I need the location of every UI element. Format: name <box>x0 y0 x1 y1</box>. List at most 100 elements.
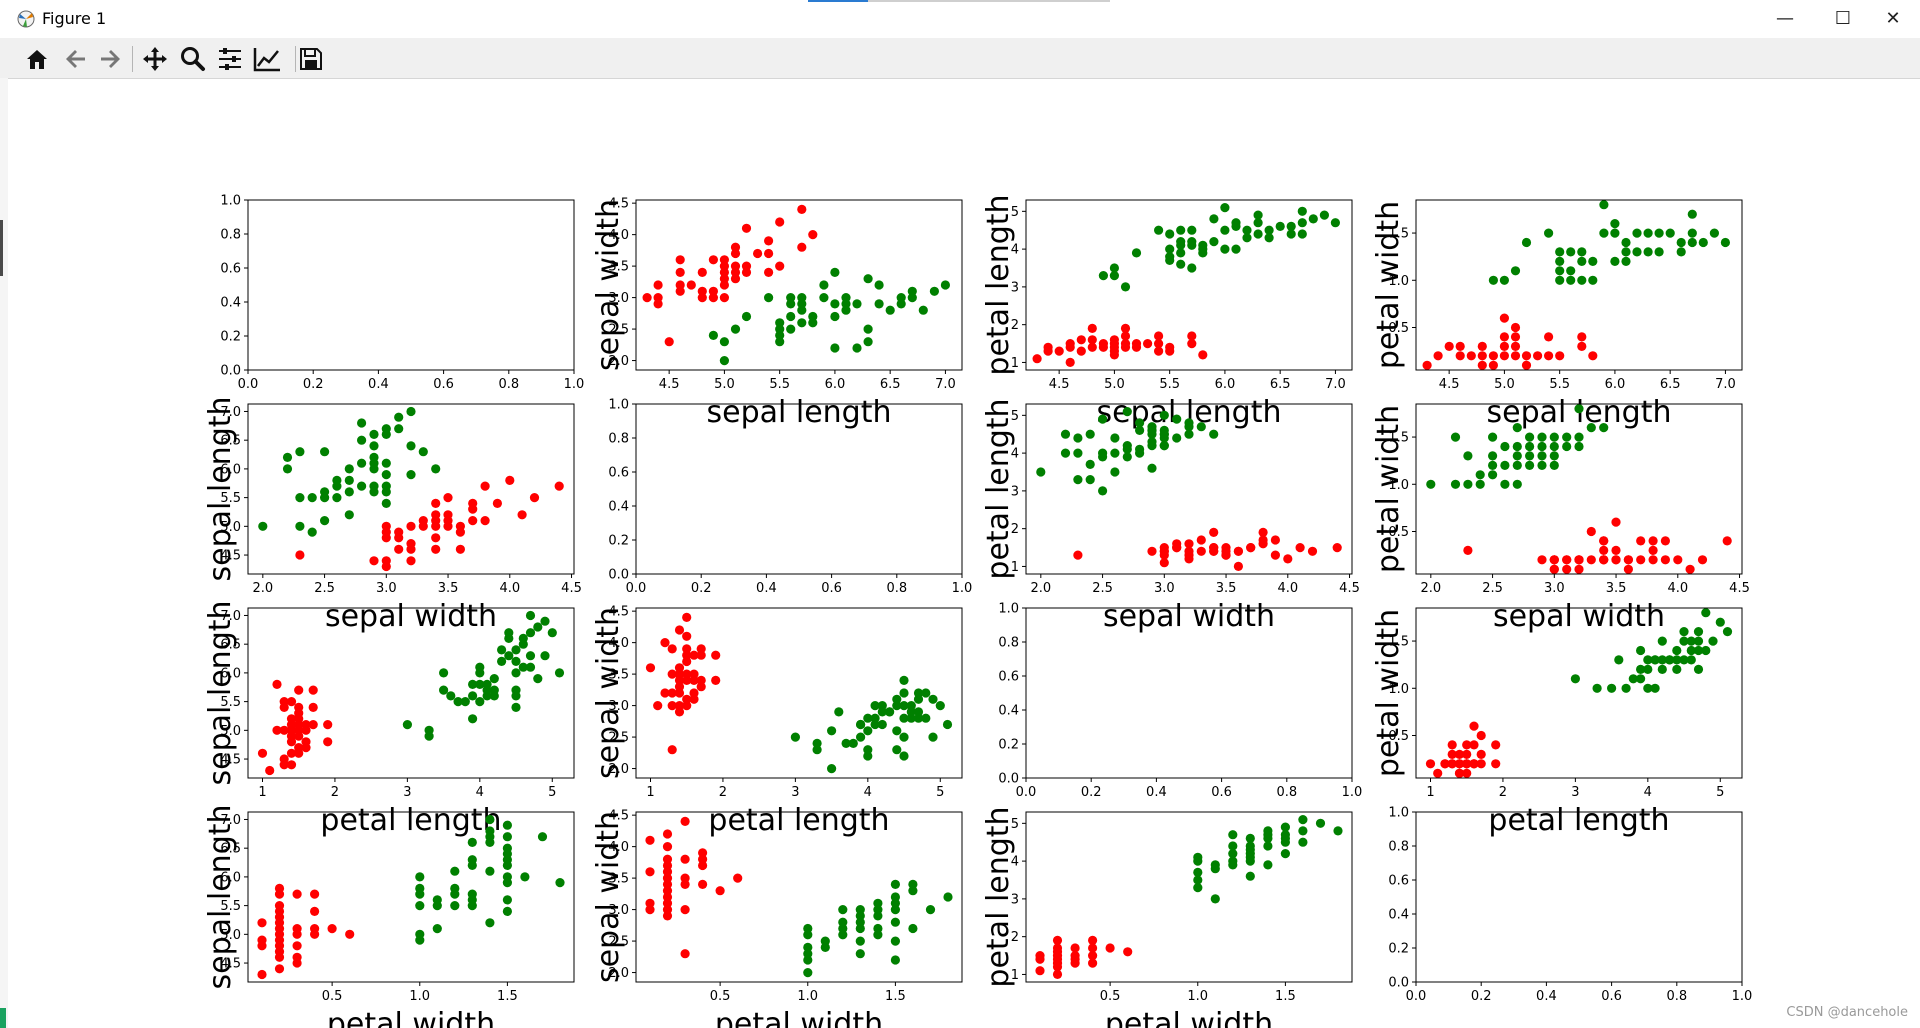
data-point <box>928 694 938 704</box>
data-point <box>786 324 796 334</box>
data-point <box>1577 256 1587 266</box>
subplot-r1-c0[interactable]: 2.0 2.5 3.0 3.5 4.0 4.54.55.05.56.06.57.0sepa… <box>203 396 582 634</box>
data-point <box>1610 228 1620 238</box>
data-point <box>653 280 663 290</box>
data-point <box>394 544 404 554</box>
data-point <box>935 701 945 711</box>
y-tick-label: 4.5 <box>220 549 241 564</box>
data-point <box>1263 860 1273 870</box>
close-button[interactable]: ✕ <box>1885 8 1901 29</box>
data-point <box>689 688 699 698</box>
data-point <box>511 656 521 667</box>
data-point <box>1555 256 1565 266</box>
data-point <box>841 305 851 315</box>
data-point <box>1120 282 1131 292</box>
data-point <box>1253 229 1263 239</box>
minimize-button[interactable]: — <box>1776 8 1794 29</box>
data-point <box>1270 535 1280 545</box>
x-tick-label: 6.0 <box>1215 377 1236 392</box>
home-button[interactable] <box>22 44 52 74</box>
y-tick-label: 4.5 <box>220 957 241 972</box>
data-point <box>1159 543 1169 553</box>
save-button[interactable] <box>296 44 326 74</box>
data-point <box>1231 244 1241 254</box>
data-point <box>775 330 785 340</box>
subplot-r0-c1[interactable]: 4.5 5.0 5.5 6.0 6.5 7.02.02.53.03.54.04.5sepa… <box>591 197 963 430</box>
data-point <box>1648 555 1658 565</box>
subplot-r1-c1[interactable]: 0.0 0.2 0.4 0.6 0.8 1.0 0.0 0.2 0.4 0.6 0.8 1.0 <box>608 398 972 597</box>
data-point <box>1549 432 1559 442</box>
data-point <box>667 701 677 711</box>
data-point <box>344 464 354 474</box>
data-point <box>1499 332 1509 342</box>
y-tick-label: 1.0 <box>1388 682 1409 697</box>
data-point <box>675 280 685 290</box>
data-point <box>1611 517 1621 527</box>
data-point <box>1187 339 1197 349</box>
data-point <box>863 337 873 347</box>
data-point <box>1577 275 1587 285</box>
data-point <box>406 521 416 531</box>
back-button[interactable] <box>60 44 90 74</box>
window-edge-marker <box>0 220 3 276</box>
subplot-r2-c2[interactable]: 0.0 0.2 0.4 0.6 0.8 1.0 0.0 0.2 0.4 0.6 0.8 1.0 <box>998 602 1362 801</box>
maximize-button[interactable]: ☐ <box>1834 8 1852 29</box>
data-point <box>1611 555 1621 565</box>
data-point <box>1332 543 1342 553</box>
x-tick-label: 6.0 <box>825 377 846 392</box>
data-point <box>890 936 901 946</box>
edit-axes-button[interactable] <box>252 44 282 74</box>
data-point <box>394 412 404 422</box>
y-tick-label: 1 <box>1011 356 1019 371</box>
x-tick-label: 0.2 <box>303 377 324 392</box>
data-point <box>489 674 499 684</box>
zoom-button[interactable] <box>178 44 208 74</box>
axes-frame <box>1025 811 1353 983</box>
data-point <box>680 816 690 827</box>
series-0 <box>1425 721 1501 778</box>
data-point <box>790 732 801 742</box>
data-point <box>1228 830 1238 840</box>
figure-canvas[interactable]: 0.0 0.2 0.4 0.6 0.8 1.0 0.0 0.2 0.4 0.6 0.8 1.0 4.5 5… <box>0 78 1920 1028</box>
y-tick-label: 4.0 <box>608 636 629 651</box>
data-point <box>485 814 495 825</box>
data-point <box>899 713 909 723</box>
data-point <box>698 848 708 858</box>
data-point <box>863 745 873 755</box>
data-point <box>1643 247 1653 257</box>
data-point <box>1154 331 1164 341</box>
data-point <box>1187 237 1197 247</box>
forward-button[interactable] <box>96 44 126 74</box>
data-point <box>357 458 367 468</box>
data-point <box>906 713 916 723</box>
data-point <box>294 743 304 753</box>
data-point <box>511 645 521 655</box>
taskbar-accent <box>808 0 868 2</box>
data-point <box>1280 830 1290 840</box>
data-point <box>1555 247 1565 257</box>
data-point <box>696 682 706 692</box>
data-point <box>1555 266 1565 276</box>
data-point <box>1245 841 1255 851</box>
pan-button[interactable] <box>140 44 170 74</box>
subplot-r0-c0[interactable]: 0.0 0.2 0.4 0.6 0.8 1.0 0.0 0.2 0.4 0.6 0.8 1.0 <box>220 194 584 393</box>
data-point <box>320 487 330 497</box>
configure-subplots-button[interactable] <box>215 44 245 74</box>
data-point <box>344 487 354 497</box>
subplot-r3-c3[interactable]: 0.0 0.2 0.4 0.6 0.8 1.0 0.0 0.2 0.4 0.6 0.8 1.0 <box>1388 806 1752 1005</box>
data-point <box>662 842 673 852</box>
y-tick-label: 0.4 <box>998 704 1019 719</box>
y-axis-label: petal length <box>981 398 1016 579</box>
data-point <box>480 481 490 491</box>
data-point <box>1676 237 1686 248</box>
